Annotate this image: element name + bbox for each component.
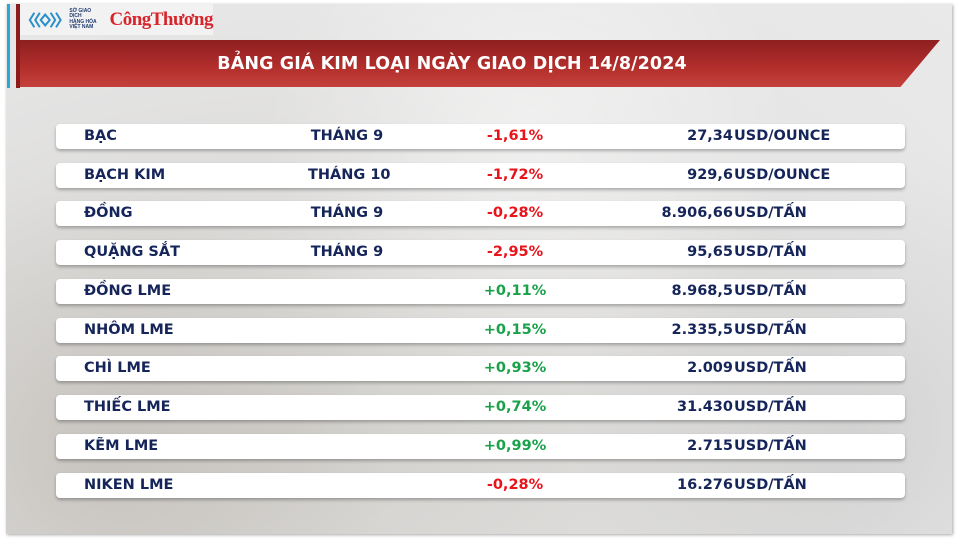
contract-month: THÁNG 9 xyxy=(310,205,384,221)
metal-name: THIẾC LME xyxy=(84,399,171,415)
metal-name: NHÔM LME xyxy=(84,322,174,338)
change-percent: -0,28% xyxy=(486,205,544,221)
table-row: CHÌ LME +0,93% 2.009 USD/TẤN xyxy=(56,356,905,381)
price-value: 95,65 xyxy=(687,244,733,260)
price-value: 8.968,5 xyxy=(671,283,733,299)
accent-stripe-red xyxy=(16,4,20,88)
price-value: 929,6 xyxy=(687,167,733,183)
page-title: BẢNG GIÁ KIM LOẠI NGÀY GIAO DỊCH 14/8/20… xyxy=(217,53,687,74)
price-value: 16.276 xyxy=(677,477,733,493)
accent-stripe-blue xyxy=(7,4,10,88)
sgd-line-3: VIỆT NAM xyxy=(69,24,94,30)
metal-name: ĐỒNG xyxy=(84,205,133,221)
metal-name: KẼM LME xyxy=(84,438,159,454)
metal-name: ĐỒNG LME xyxy=(84,283,172,299)
contract-month: THÁNG 9 xyxy=(310,128,384,144)
table-row: BẠC THÁNG 9 -1,61% 27,34 USD/OUNCE xyxy=(56,124,905,149)
price-unit: USD/TẤN xyxy=(734,477,807,493)
table-row: KẼM LME +0,99% 2.715 USD/TẤN xyxy=(56,434,905,459)
price-unit: USD/TẤN xyxy=(734,283,807,299)
table-row: BẠCH KIM THÁNG 10 -1,72% 929,6 USD/OUNCE xyxy=(56,163,905,188)
price-value: 8.906,66 xyxy=(661,205,733,221)
price-unit: USD/TẤN xyxy=(734,399,807,415)
metal-name: CHÌ LME xyxy=(84,360,151,376)
contract-month: THÁNG 9 xyxy=(310,244,384,260)
sgd-logo-icon xyxy=(28,11,62,28)
change-percent: +0,74% xyxy=(483,399,547,415)
price-value: 27,34 xyxy=(687,128,733,144)
title-banner: BẢNG GIÁ KIM LOẠI NGÀY GIAO DỊCH 14/8/20… xyxy=(20,40,940,87)
table-row: ĐỒNG THÁNG 9 -0,28% 8.906,66 USD/TẤN xyxy=(56,201,905,226)
price-unit: USD/TẤN xyxy=(734,205,807,221)
price-value: 2.009 xyxy=(687,360,733,376)
price-unit: USD/OUNCE xyxy=(734,128,831,144)
change-percent: -0,28% xyxy=(486,477,544,493)
table-row: THIẾC LME +0,74% 31.430 USD/TẤN xyxy=(56,395,905,420)
change-percent: -1,72% xyxy=(486,167,544,183)
price-value: 31.430 xyxy=(677,399,733,415)
price-unit: USD/TẤN xyxy=(734,322,807,338)
table-row: NIKEN LME -0,28% 16.276 USD/TẤN xyxy=(56,473,905,498)
metal-name: BẠC xyxy=(84,128,117,144)
change-percent: +0,11% xyxy=(483,283,547,299)
change-percent: +0,99% xyxy=(483,438,547,454)
price-value: 2.715 xyxy=(687,438,733,454)
contract-month: THÁNG 10 xyxy=(308,167,391,183)
table-row: ĐỒNG LME +0,11% 8.968,5 USD/TẤN xyxy=(56,279,905,304)
price-value: 2.335,5 xyxy=(671,322,733,338)
price-unit: USD/OUNCE xyxy=(734,167,831,183)
sgd-logo-text: SỞ GIAO DỊCH HÀNG HÓA VIỆT NAM xyxy=(69,7,101,31)
price-unit: USD/TẤN xyxy=(734,360,807,376)
sgd-line-2: HÀNG HÓA xyxy=(69,18,97,25)
table-row: NHÔM LME +0,15% 2.335,5 USD/TẤN xyxy=(56,318,905,343)
metal-name: QUẶNG SẮT xyxy=(84,244,180,260)
logo-bar: SỞ GIAO DỊCH HÀNG HÓA VIỆT NAM CôngThươn… xyxy=(20,4,213,35)
change-percent: -2,95% xyxy=(486,244,544,260)
change-percent: +0,15% xyxy=(483,322,547,338)
price-unit: USD/TẤN xyxy=(734,438,807,454)
price-unit: USD/TẤN xyxy=(734,244,807,260)
change-percent: -1,61% xyxy=(486,128,544,144)
congthuong-logo: CôngThương xyxy=(109,8,213,30)
metal-name: BẠCH KIM xyxy=(84,167,166,183)
sgd-line-1: SỞ GIAO DỊCH xyxy=(69,7,92,19)
table-row: QUẶNG SẮT THÁNG 9 -2,95% 95,65 USD/TẤN xyxy=(56,240,905,265)
metal-name: NIKEN LME xyxy=(84,477,174,493)
change-percent: +0,93% xyxy=(483,360,547,376)
